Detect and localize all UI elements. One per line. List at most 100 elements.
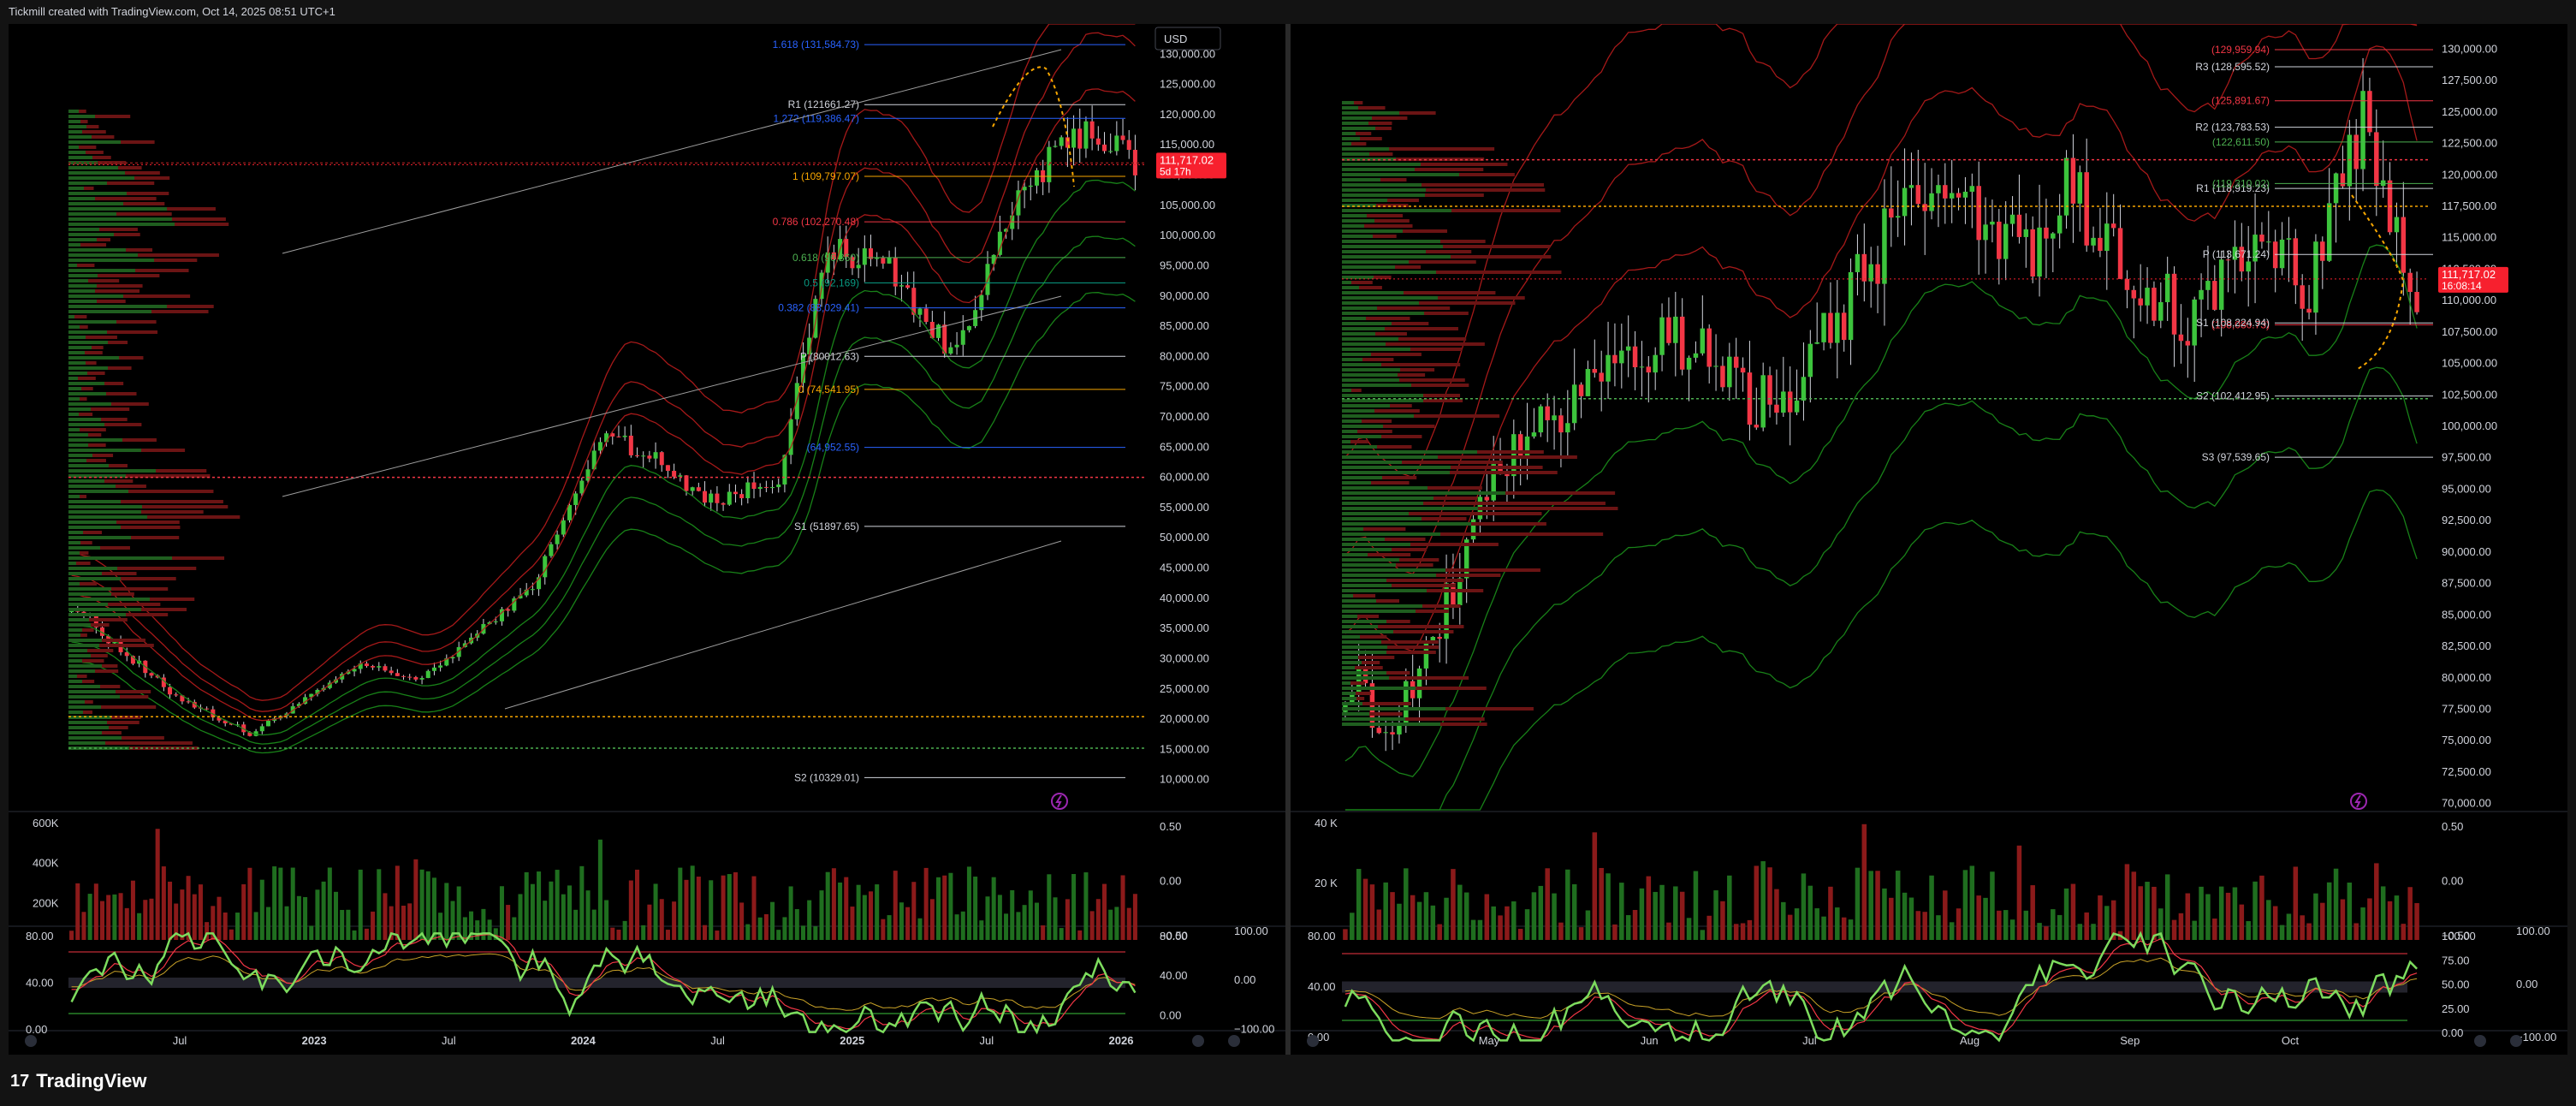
- candle-body: [1619, 350, 1624, 364]
- volume-profile-bar: [116, 520, 180, 524]
- volume-profile-bar: [68, 171, 125, 175]
- volume-profile-bar: [97, 300, 126, 303]
- volume-right-axis-label: 0.00: [2442, 875, 2463, 888]
- volume-profile-bar: [1342, 276, 1374, 279]
- volume-profile-bar: [1364, 224, 1413, 228]
- candle-body: [1760, 375, 1766, 428]
- volume-profile-bar: [68, 608, 141, 611]
- candle-body: [223, 720, 228, 723]
- volume-profile-bar: [68, 289, 95, 293]
- volume-bar: [346, 909, 351, 940]
- volume-bar: [709, 880, 714, 940]
- volume-bar: [284, 906, 289, 940]
- volume-bar: [628, 880, 633, 940]
- time-axis-label: Jul: [980, 1034, 994, 1047]
- volume-profile-bar: [68, 356, 119, 360]
- volume-bar: [1983, 897, 1988, 940]
- volume-profile-bar: [167, 305, 214, 308]
- candle-body: [1882, 208, 1887, 284]
- candle-body: [2117, 228, 2123, 279]
- candle-body: [327, 682, 332, 688]
- candle-body: [2212, 281, 2217, 310]
- volume-bar: [1713, 890, 1718, 940]
- volume-profile-bar: [1422, 517, 1467, 520]
- volume-profile-bar: [1389, 676, 1469, 680]
- chart-panel-right[interactable]: 130,000.00 127,500.00 125,000.00 122,500.00…: [1291, 23, 2567, 1055]
- volume-bar: [1065, 899, 1070, 940]
- volume-bar: [1571, 883, 1577, 940]
- volume-bar: [1902, 892, 1908, 940]
- candle-body: [1632, 346, 1638, 368]
- candle-body: [192, 702, 197, 708]
- volume-profile-bar: [74, 315, 87, 318]
- volume-profile-bar: [86, 361, 97, 365]
- candle-body: [1902, 187, 1908, 217]
- volume-bar: [1653, 891, 1658, 940]
- candle-body: [1841, 312, 1847, 341]
- volume-profile-bar: [101, 705, 157, 709]
- volume-bar: [1848, 919, 1854, 940]
- oscillator-mid-axis-label: 40.00: [1160, 969, 1188, 982]
- volume-profile-bar: [91, 623, 110, 627]
- volume-profile-bar: [1342, 122, 1368, 125]
- log-scale-button: [2510, 1035, 2522, 1047]
- volume-profile-bar: [68, 551, 80, 555]
- candle-body: [340, 674, 345, 680]
- candle-body: [364, 663, 369, 667]
- envelope-band-line: [1344, 366, 2418, 811]
- volume-profile-bar: [1440, 240, 1486, 243]
- volume-profile-bar: [1440, 722, 1487, 726]
- volume-profile-bar: [91, 654, 108, 657]
- volume-bar: [2279, 925, 2285, 940]
- volume-bar: [1390, 892, 1395, 940]
- volume-profile-bar: [1405, 717, 1485, 721]
- price-axis-label: 95,000.00: [2442, 482, 2491, 495]
- candle-body: [253, 731, 258, 736]
- volume-profile-bar: [116, 485, 146, 488]
- volume-profile-bar: [1459, 173, 1515, 176]
- volume-bar: [1041, 925, 1046, 940]
- volume-bar: [936, 877, 941, 940]
- panel-divider[interactable]: [1285, 24, 1291, 1055]
- candle-body: [1053, 146, 1058, 147]
- volume-bar: [1505, 906, 1510, 940]
- volume-profile-bar: [68, 741, 105, 745]
- volume-profile-bar: [1342, 260, 1409, 264]
- candle-body: [1828, 312, 1833, 343]
- chart-right-svg[interactable]: 130,000.00 127,500.00 125,000.00 122,500.00…: [1291, 23, 2567, 1055]
- chart-left-svg[interactable]: 130,000.00 125,000.00 120,000.00 115,000.00…: [9, 23, 1285, 1055]
- candle-body: [438, 665, 443, 668]
- volume-profile-bar: [1342, 142, 1351, 146]
- candle-body: [2367, 91, 2372, 133]
- volume-profile-bar: [68, 212, 116, 216]
- candle-body: [1700, 328, 1706, 354]
- candle-body: [751, 482, 757, 490]
- volume-profile-bar: [68, 202, 123, 205]
- candle-body: [665, 465, 670, 472]
- candle-body: [1929, 193, 1934, 211]
- candle-body: [1956, 193, 1962, 198]
- volume-bar: [991, 877, 996, 940]
- volume-profile-bar: [68, 130, 82, 134]
- volume-bar: [1538, 885, 1544, 940]
- volume-profile-bar: [89, 618, 128, 621]
- volume-profile-bar: [68, 572, 102, 575]
- volume-bar: [1861, 824, 1867, 940]
- candle-body: [929, 322, 935, 338]
- volume-profile-bar: [92, 135, 115, 139]
- volume-bar: [641, 925, 646, 940]
- oscillator-mid-axis-label: 100.00: [2442, 930, 2476, 942]
- chart-panel-left[interactable]: 130,000.00 125,000.00 120,000.00 115,000.00…: [9, 23, 1285, 1055]
- price-axis-label: 117,500.00: [2442, 199, 2496, 212]
- volume-profile-bar: [1424, 312, 1469, 315]
- volume-profile-bar: [68, 490, 128, 493]
- volume-bar: [597, 839, 602, 940]
- candle-body: [1855, 253, 1861, 272]
- candle-body: [1706, 328, 1712, 367]
- candle-body: [1071, 128, 1077, 148]
- volume-profile-bar: [1342, 507, 1478, 510]
- candle-body: [174, 694, 179, 696]
- volume-profile-bar: [150, 598, 195, 601]
- tradingview-brand[interactable]: 17 TradingView: [10, 1070, 146, 1092]
- currency-button[interactable]: USD: [1154, 27, 1221, 51]
